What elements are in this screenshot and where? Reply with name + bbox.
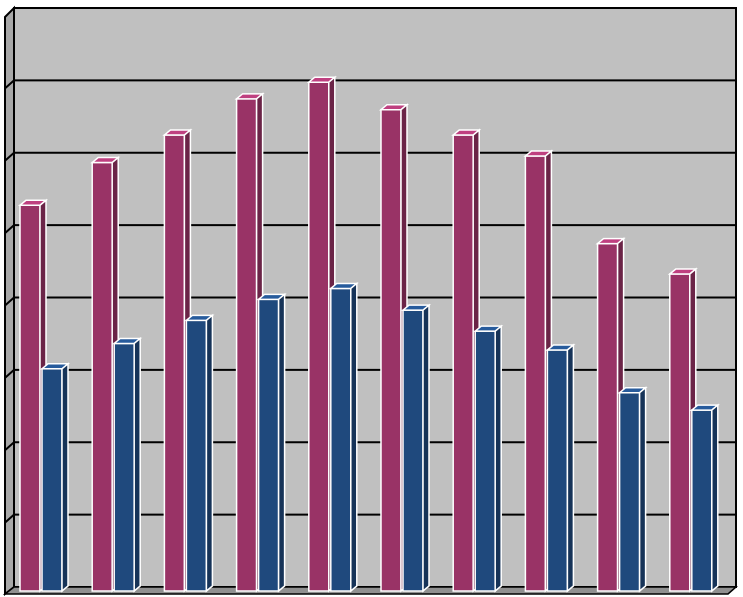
bar-front: [596, 242, 619, 592]
bar: [184, 313, 215, 593]
bar-front: [452, 134, 474, 592]
bar-front: [185, 319, 208, 592]
bar: [617, 386, 648, 593]
bar: [39, 362, 71, 593]
bar-front: [524, 155, 547, 592]
bar-front: [618, 391, 641, 592]
bar-side: [494, 324, 502, 593]
bar-front: [669, 273, 691, 592]
bar: [256, 292, 287, 593]
bar-front: [546, 349, 569, 592]
gridline-side: [4, 296, 15, 307]
bar: [473, 324, 504, 593]
bar: [689, 403, 720, 593]
bar-front: [257, 298, 280, 592]
bar-side: [566, 343, 575, 593]
bar-front: [474, 330, 496, 592]
bar-front: [163, 134, 186, 592]
bar-front: [691, 409, 713, 592]
bar-front: [19, 204, 41, 592]
gridline-side: [4, 224, 15, 234]
bar: [400, 303, 432, 593]
bar-front: [91, 161, 113, 592]
bar-side: [133, 336, 141, 593]
bar-side: [277, 292, 286, 593]
bar-side: [205, 313, 214, 593]
bar-front: [380, 108, 402, 592]
bar-front: [330, 287, 352, 592]
gridline-side: [4, 152, 15, 162]
bar-side: [350, 281, 358, 593]
bars: [17, 75, 720, 593]
bar-front: [113, 342, 135, 592]
gridline-side: [4, 369, 15, 379]
bar-front: [402, 309, 424, 592]
gridline-side: [4, 513, 15, 524]
bar: [112, 336, 143, 593]
bar-front: [41, 368, 63, 592]
bar: [545, 343, 576, 593]
bar-side: [638, 386, 647, 593]
bar-front: [235, 98, 258, 592]
bar-front: [308, 81, 330, 592]
bar-side: [711, 403, 719, 593]
gridline-side: [4, 79, 15, 90]
bar-side: [422, 303, 430, 593]
bar-side: [61, 362, 69, 593]
bar: [328, 281, 359, 593]
gridline-side: [4, 441, 15, 451]
